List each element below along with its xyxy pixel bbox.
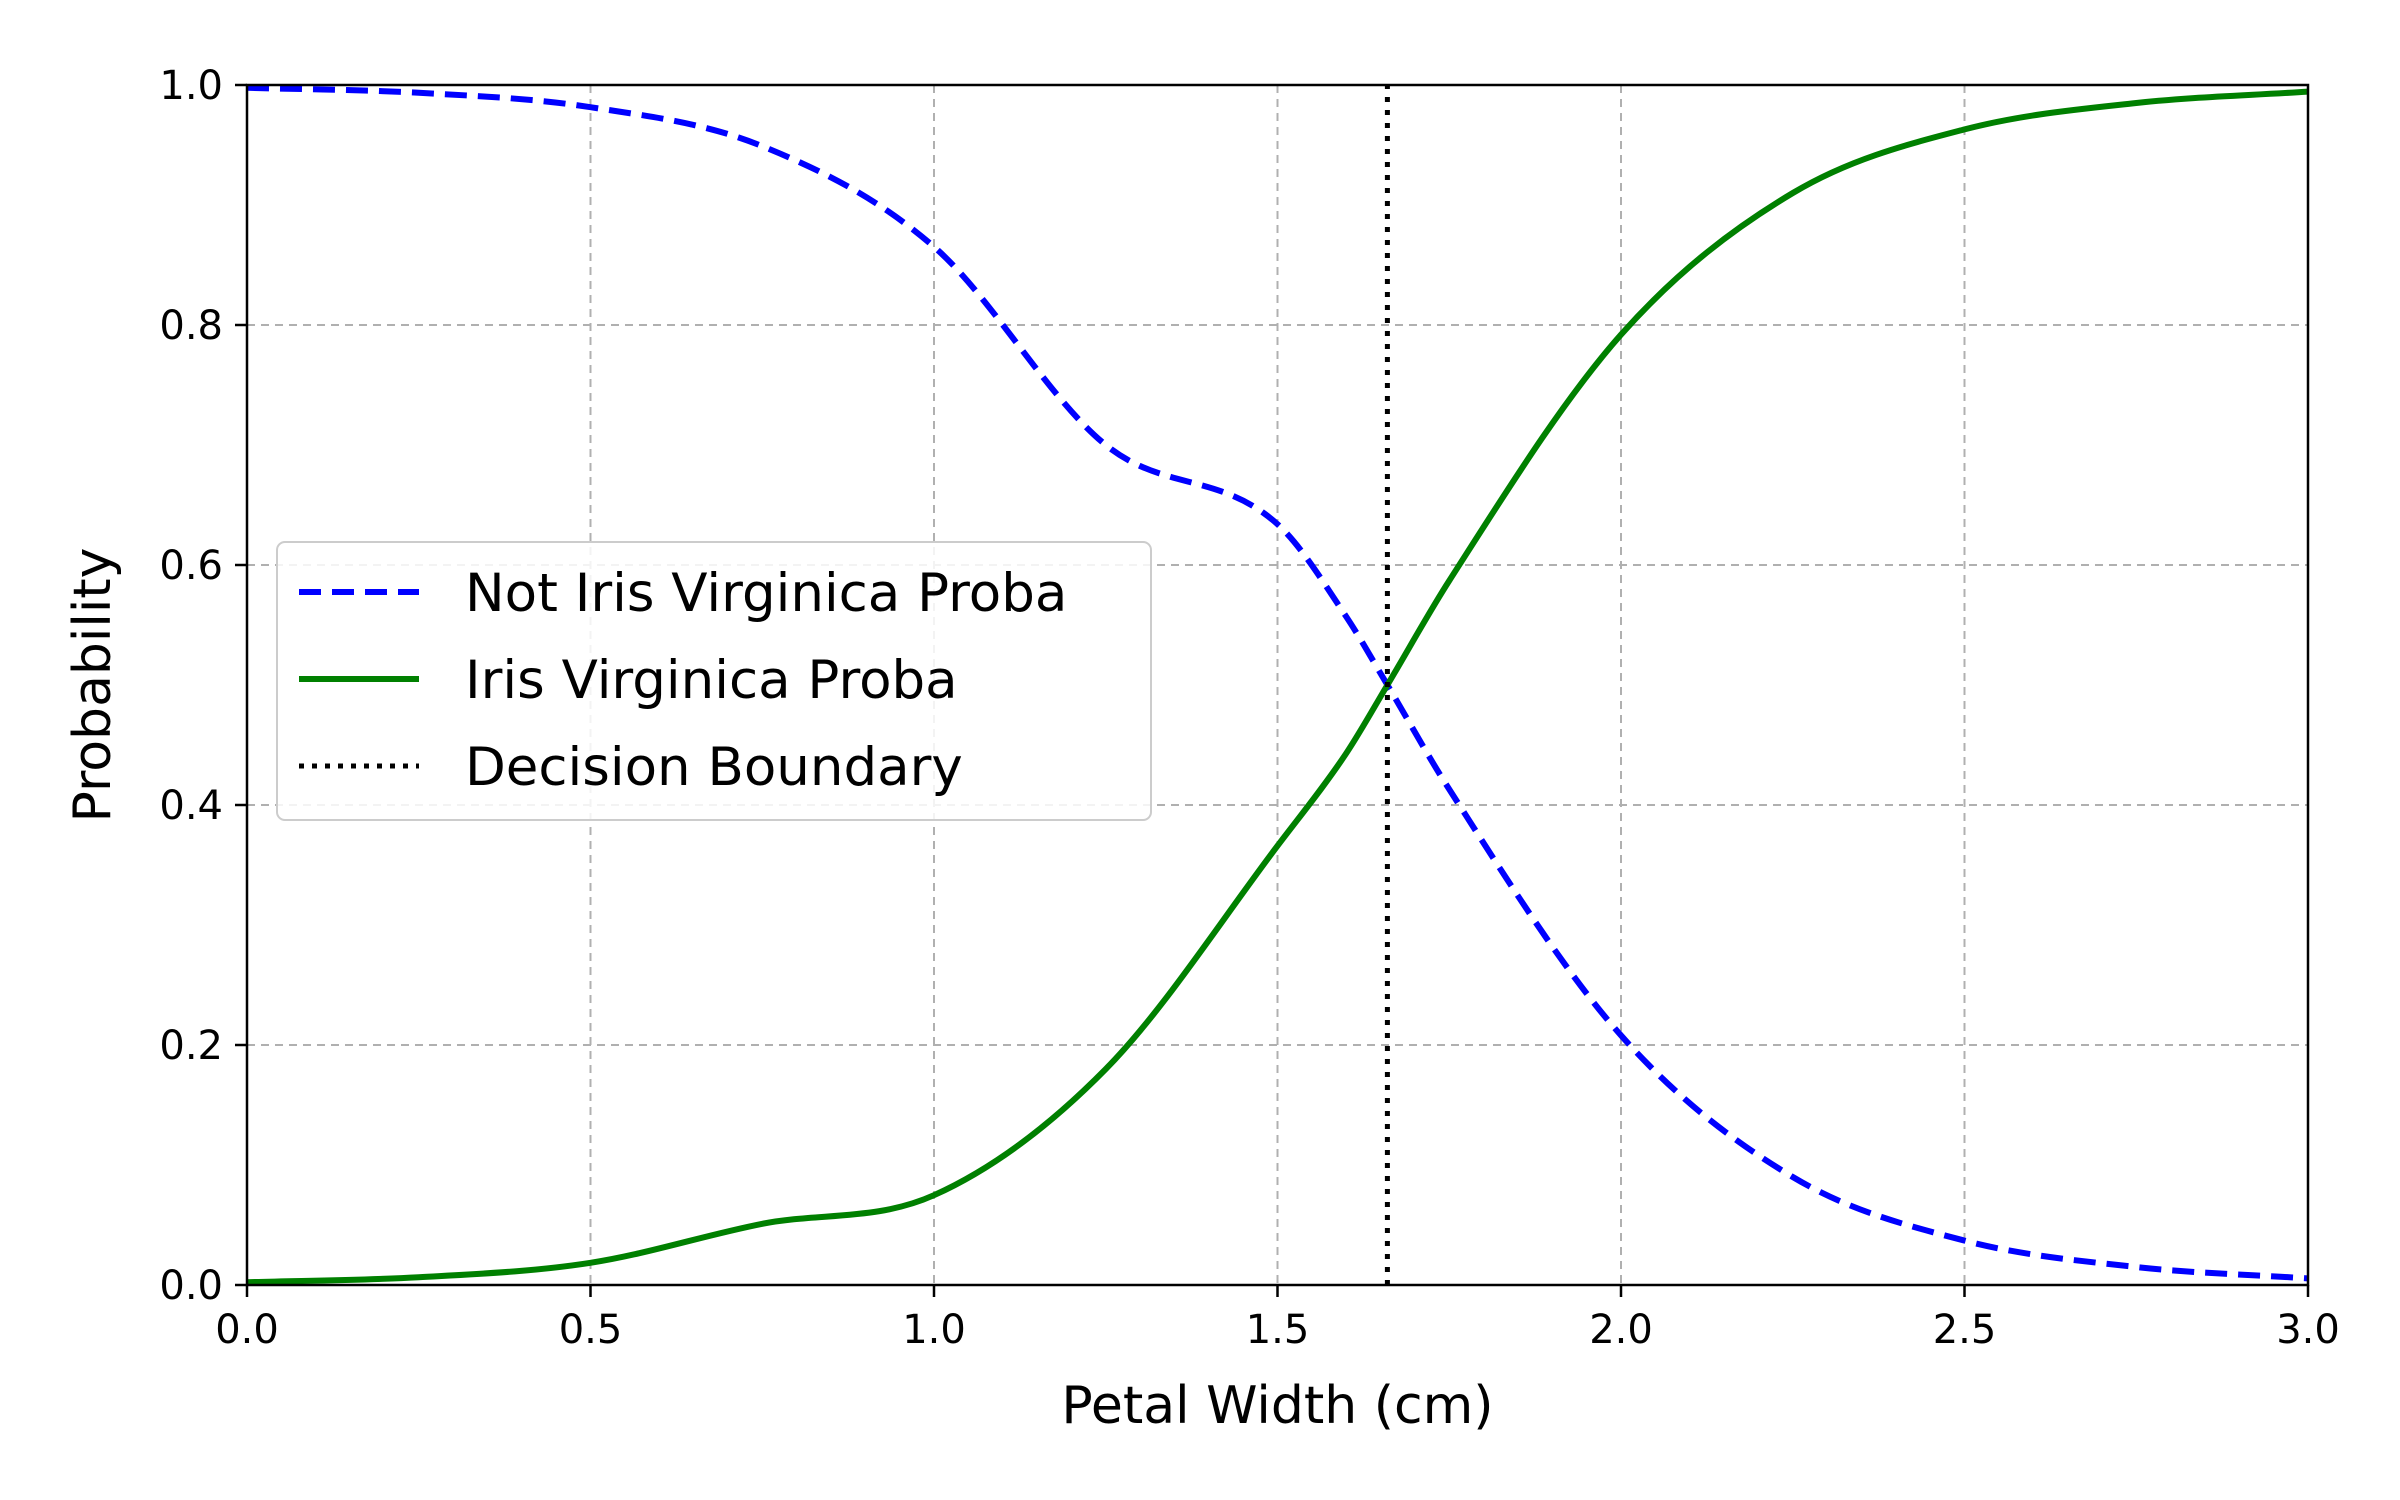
legend-label-3: Decision Boundary (465, 737, 963, 798)
legend-label-2: Iris Virginica Proba (465, 650, 958, 711)
x-axis-title: Petal Width (cm) (1061, 1376, 1493, 1436)
x-tick-label: 3.0 (2276, 1307, 2340, 1353)
y-tick-label: 0.8 (159, 303, 223, 349)
y-tick-label: 0.0 (159, 1263, 223, 1309)
y-tick-label: 0.6 (159, 543, 223, 589)
y-tick-label: 1.0 (159, 63, 223, 109)
x-tick-label: 2.0 (1589, 1307, 1653, 1353)
legend-label-1: Not Iris Virginica Proba (465, 563, 1067, 624)
y-tick-label: 0.4 (159, 783, 223, 829)
x-tick-label: 0.0 (215, 1307, 279, 1353)
legend: Not Iris Virginica Proba Iris Virginica P… (276, 541, 1152, 821)
x-tick-label: 0.5 (559, 1307, 623, 1353)
legend-box (276, 541, 1152, 821)
series (246, 84, 2309, 1286)
y-axis-title: Probability (63, 548, 123, 823)
x-tick-label: 2.5 (1933, 1307, 1997, 1353)
x-tick-label: 1.5 (1246, 1307, 1310, 1353)
x-tick-label: 1.0 (902, 1307, 966, 1353)
ticks: 0.0 0.5 1.0 1.5 2.0 2.5 3.0 0.0 0.2 0.4 0.6 0.8 1.0 (159, 63, 2339, 1353)
series-line-1 (246, 84, 2309, 1282)
series-line-2 (246, 88, 2309, 1286)
y-tick-label: 0.2 (159, 1023, 223, 1069)
